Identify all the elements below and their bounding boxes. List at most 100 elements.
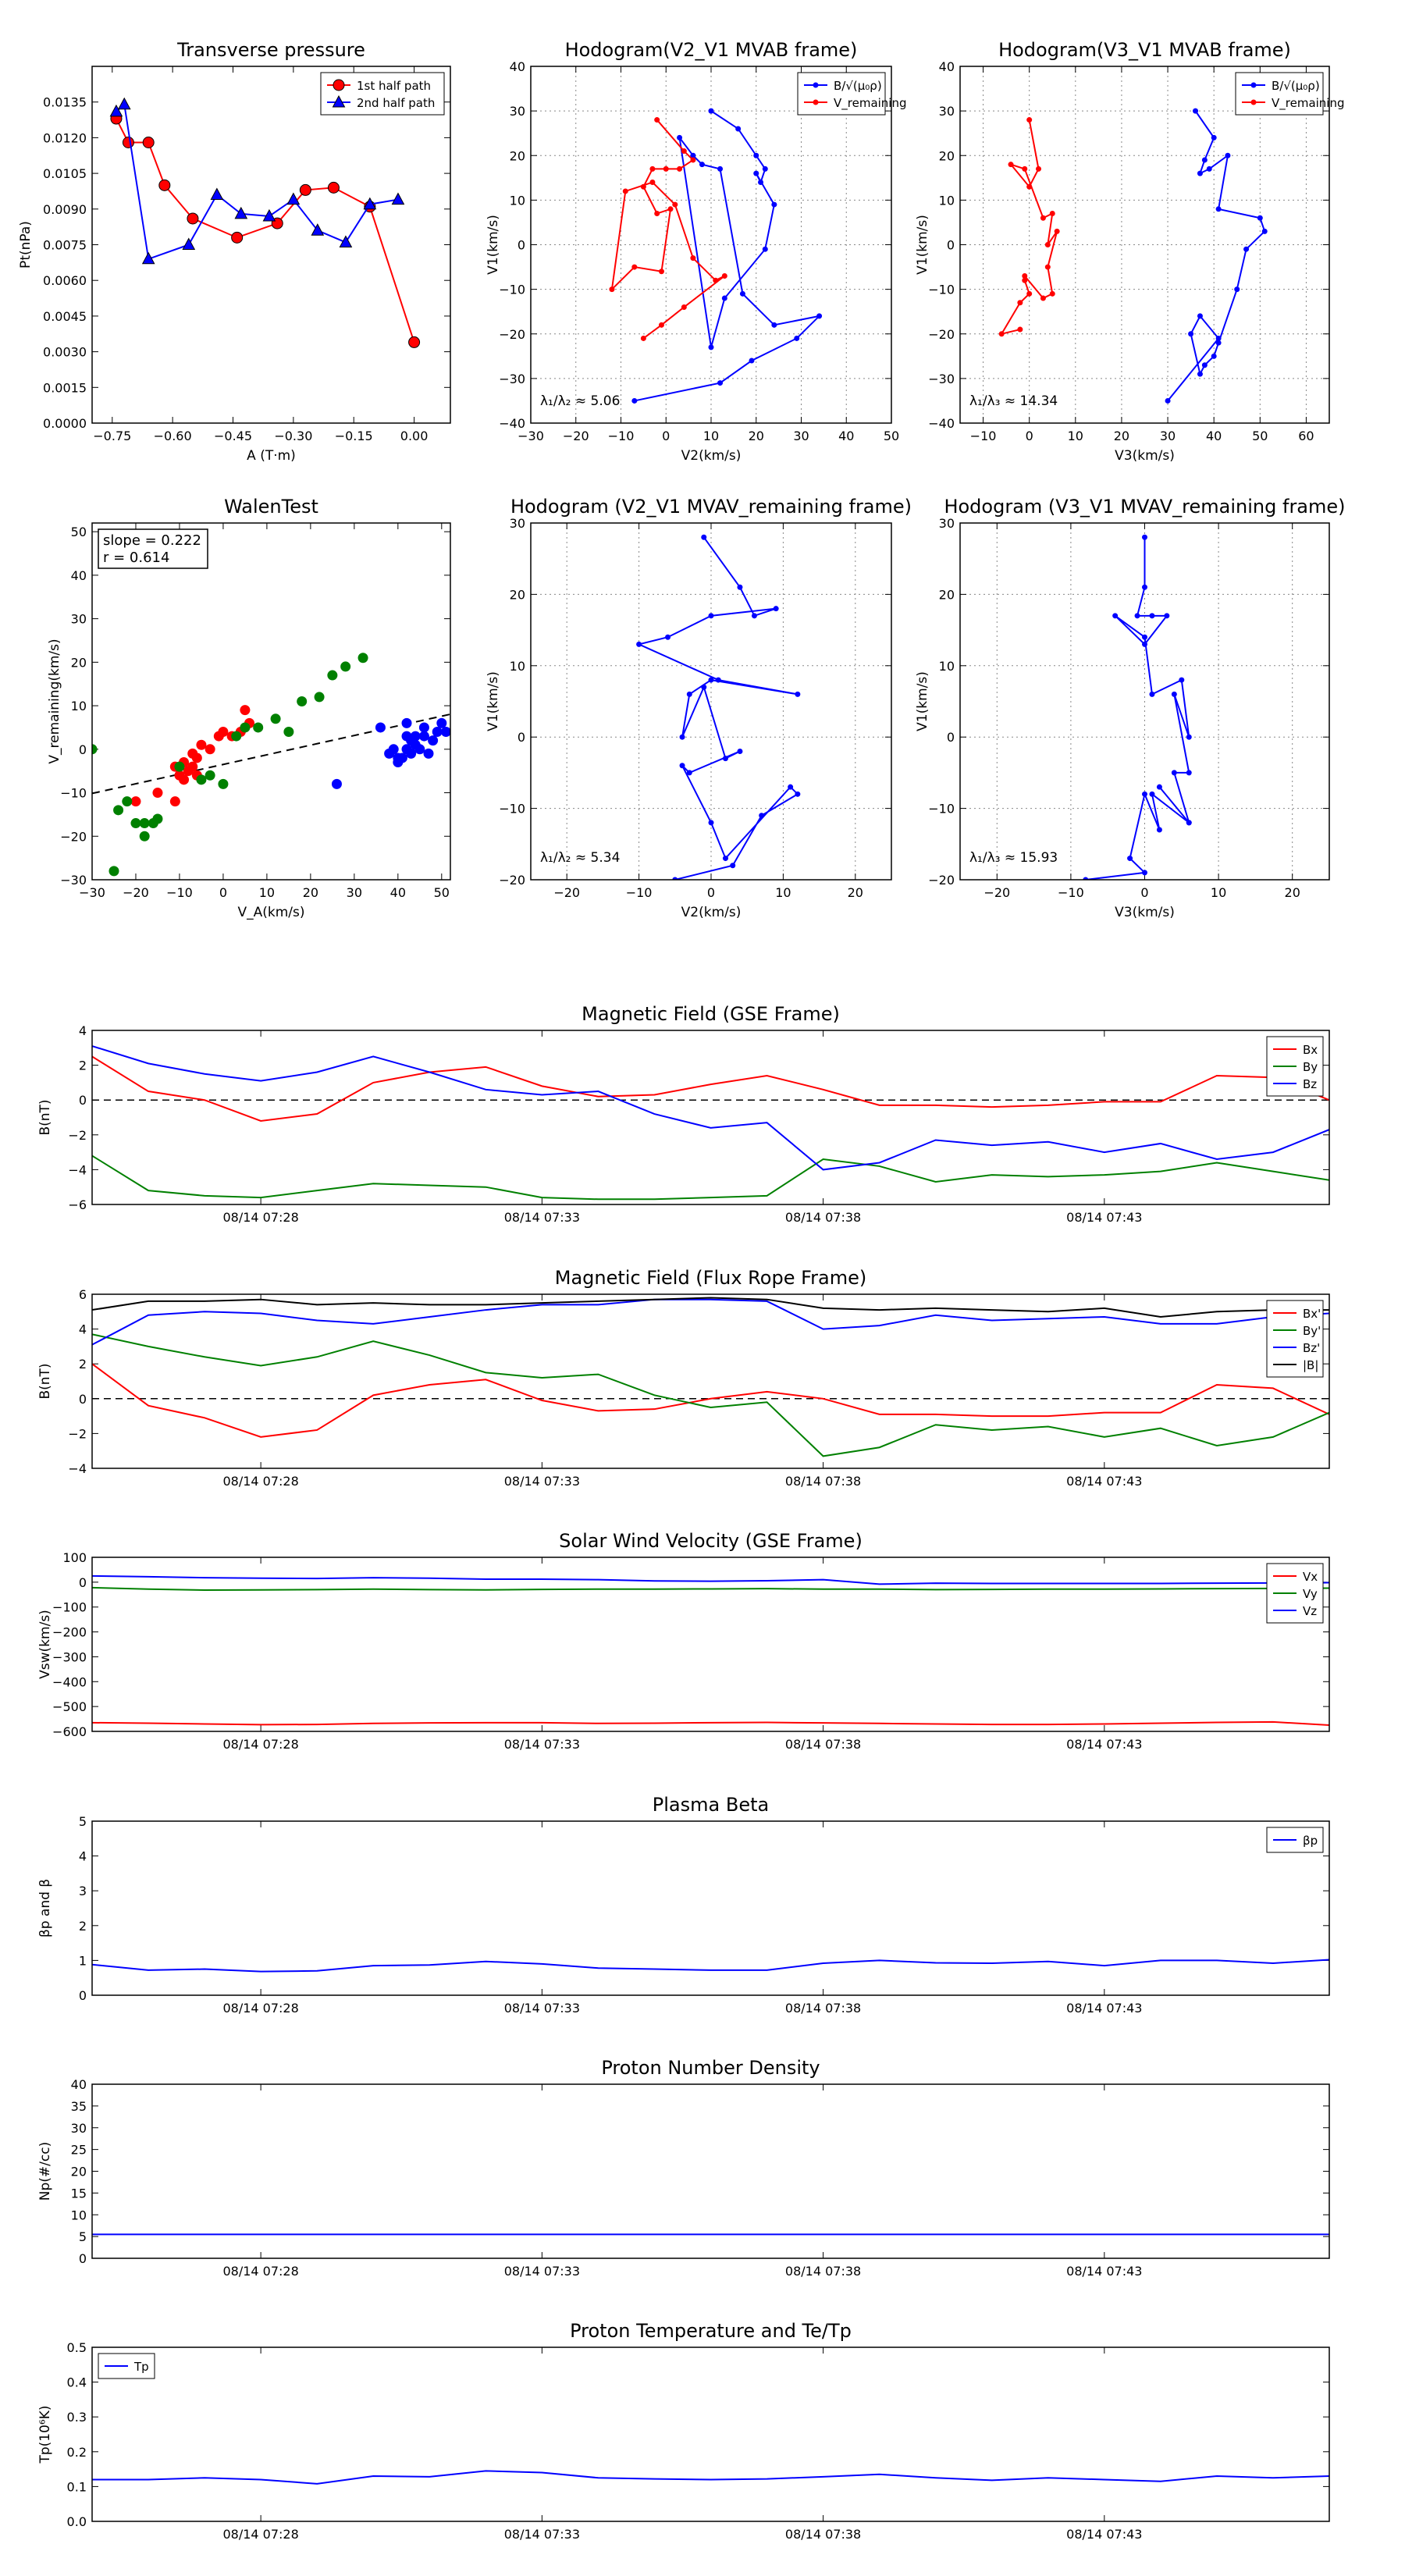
y-tick-label: 20 xyxy=(939,587,955,602)
legend-marker xyxy=(813,82,819,88)
legend-label: 1st half path xyxy=(357,79,431,93)
x-axis-label: V_A(km/s) xyxy=(237,905,304,920)
scatter-point xyxy=(410,731,421,742)
scatter-point xyxy=(270,713,281,724)
scatter-point xyxy=(414,744,425,755)
scatter-point xyxy=(340,661,351,672)
scatter-point xyxy=(423,748,434,759)
y-tick-label: −6 xyxy=(68,1197,87,1212)
data-point xyxy=(1112,613,1119,619)
series-line xyxy=(92,1574,1329,1585)
x-tick-label: 50 xyxy=(884,429,899,443)
data-point xyxy=(1156,827,1162,833)
y-tick-label: 0 xyxy=(79,1988,87,2003)
data-point xyxy=(771,201,777,208)
x-axis-label: V3(km/s) xyxy=(1115,448,1175,464)
data-point xyxy=(187,212,199,225)
data-point xyxy=(1142,584,1147,590)
data-point xyxy=(1201,362,1208,368)
data-point xyxy=(717,380,724,386)
chart-title: Hodogram(V3_V1 MVAB frame) xyxy=(998,39,1291,61)
y-axis-label: V1(km/s) xyxy=(915,671,930,731)
x-tick-label: 50 xyxy=(1252,429,1268,443)
y-tick-label: 20 xyxy=(510,148,525,163)
chart-title: Transverse pressure xyxy=(176,39,365,61)
y-tick-label: 4 xyxy=(79,1849,87,1864)
series-line xyxy=(610,119,725,340)
scatter-point xyxy=(314,692,325,703)
x-tick-label: 08/14 07:38 xyxy=(785,2527,861,2542)
data-point xyxy=(1206,165,1212,172)
chart-title: Hodogram (V3_V1 MVAV_remaining frame) xyxy=(944,496,1345,518)
data-point xyxy=(708,613,714,619)
data-point xyxy=(1083,877,1089,880)
data-point xyxy=(631,264,638,270)
series-line xyxy=(116,118,415,343)
y-tick-label: −200 xyxy=(52,1625,87,1640)
y-tick-label: −2 xyxy=(68,1128,87,1143)
data-point xyxy=(708,677,714,683)
x-tick-label: 08/14 07:38 xyxy=(785,1737,861,1752)
y-tick-label: 3 xyxy=(79,1884,87,1898)
series-line xyxy=(116,102,399,261)
data-point xyxy=(749,358,755,364)
scatter-point xyxy=(108,866,119,877)
y-tick-label: −30 xyxy=(928,372,955,386)
x-axis-label: A (T·m) xyxy=(247,448,296,464)
y-tick-label: 0.2 xyxy=(67,2445,87,2460)
x-tick-label: 10 xyxy=(775,885,791,900)
scatter-point xyxy=(113,805,124,816)
series-Bz' xyxy=(92,1298,1329,1346)
series-V_remaining xyxy=(609,117,727,341)
y-tick-label: 40 xyxy=(71,2077,87,2092)
y-tick-label: 0 xyxy=(79,1093,87,1108)
data-point xyxy=(1026,183,1033,190)
data-point xyxy=(654,117,660,123)
y-tick-label: 40 xyxy=(939,59,955,74)
data-point xyxy=(794,335,800,341)
y-tick-label: −10 xyxy=(499,802,525,817)
data-point xyxy=(708,820,714,826)
y-tick-label: 1 xyxy=(79,1953,87,1968)
legend-label: Bx' xyxy=(1303,1307,1321,1321)
data-point xyxy=(795,791,801,797)
data-point xyxy=(708,344,714,350)
x-tick-label: 08/14 07:43 xyxy=(1066,1210,1142,1225)
y-axis-label: V_remaining(km/s) xyxy=(47,639,62,763)
y-tick-label: 0 xyxy=(518,238,525,253)
y-tick-label: 10 xyxy=(939,659,955,674)
x-axis-label: V3(km/s) xyxy=(1115,905,1175,920)
data-point xyxy=(739,290,745,297)
data-point xyxy=(715,677,721,683)
data-point xyxy=(663,165,669,172)
y-tick-label: 0.0135 xyxy=(43,95,87,110)
legend: Bx By Bz xyxy=(1266,1036,1324,1097)
scatter-point xyxy=(401,731,412,742)
data-point xyxy=(1197,371,1203,377)
y-axis-label: B(nT) xyxy=(37,1099,53,1135)
legend-label: 2nd half path xyxy=(357,96,435,110)
x-tick-label: 40 xyxy=(838,429,854,443)
series-Tp xyxy=(92,2470,1329,2485)
x-tick-label: 30 xyxy=(1160,429,1176,443)
x-tick-label: 08/14 07:28 xyxy=(222,1737,298,1752)
data-point xyxy=(672,877,678,880)
data-point xyxy=(1008,162,1014,168)
x-tick-label: 08/14 07:43 xyxy=(1066,2001,1142,2016)
data-point xyxy=(717,165,724,172)
x-tick-label: 20 xyxy=(749,429,764,443)
scatter-point xyxy=(393,753,404,763)
y-tick-label: 0.3 xyxy=(67,2410,87,2425)
axes-frame xyxy=(91,2347,1330,2522)
scatter-point xyxy=(327,670,338,681)
scatter-point xyxy=(418,722,429,733)
y-tick-label: −4 xyxy=(68,1162,87,1177)
data-point xyxy=(1142,534,1147,540)
x-tick-label: −0.60 xyxy=(154,429,192,443)
plot-area xyxy=(109,97,421,348)
y-tick-label: 0.0075 xyxy=(43,238,87,253)
panel-tp: Transverse pressure −0.75 −0.60 −0.45 −0.30 −… xyxy=(18,39,451,464)
y-tick-label: −10 xyxy=(928,802,955,817)
data-point xyxy=(1044,242,1051,247)
data-point xyxy=(722,856,728,862)
